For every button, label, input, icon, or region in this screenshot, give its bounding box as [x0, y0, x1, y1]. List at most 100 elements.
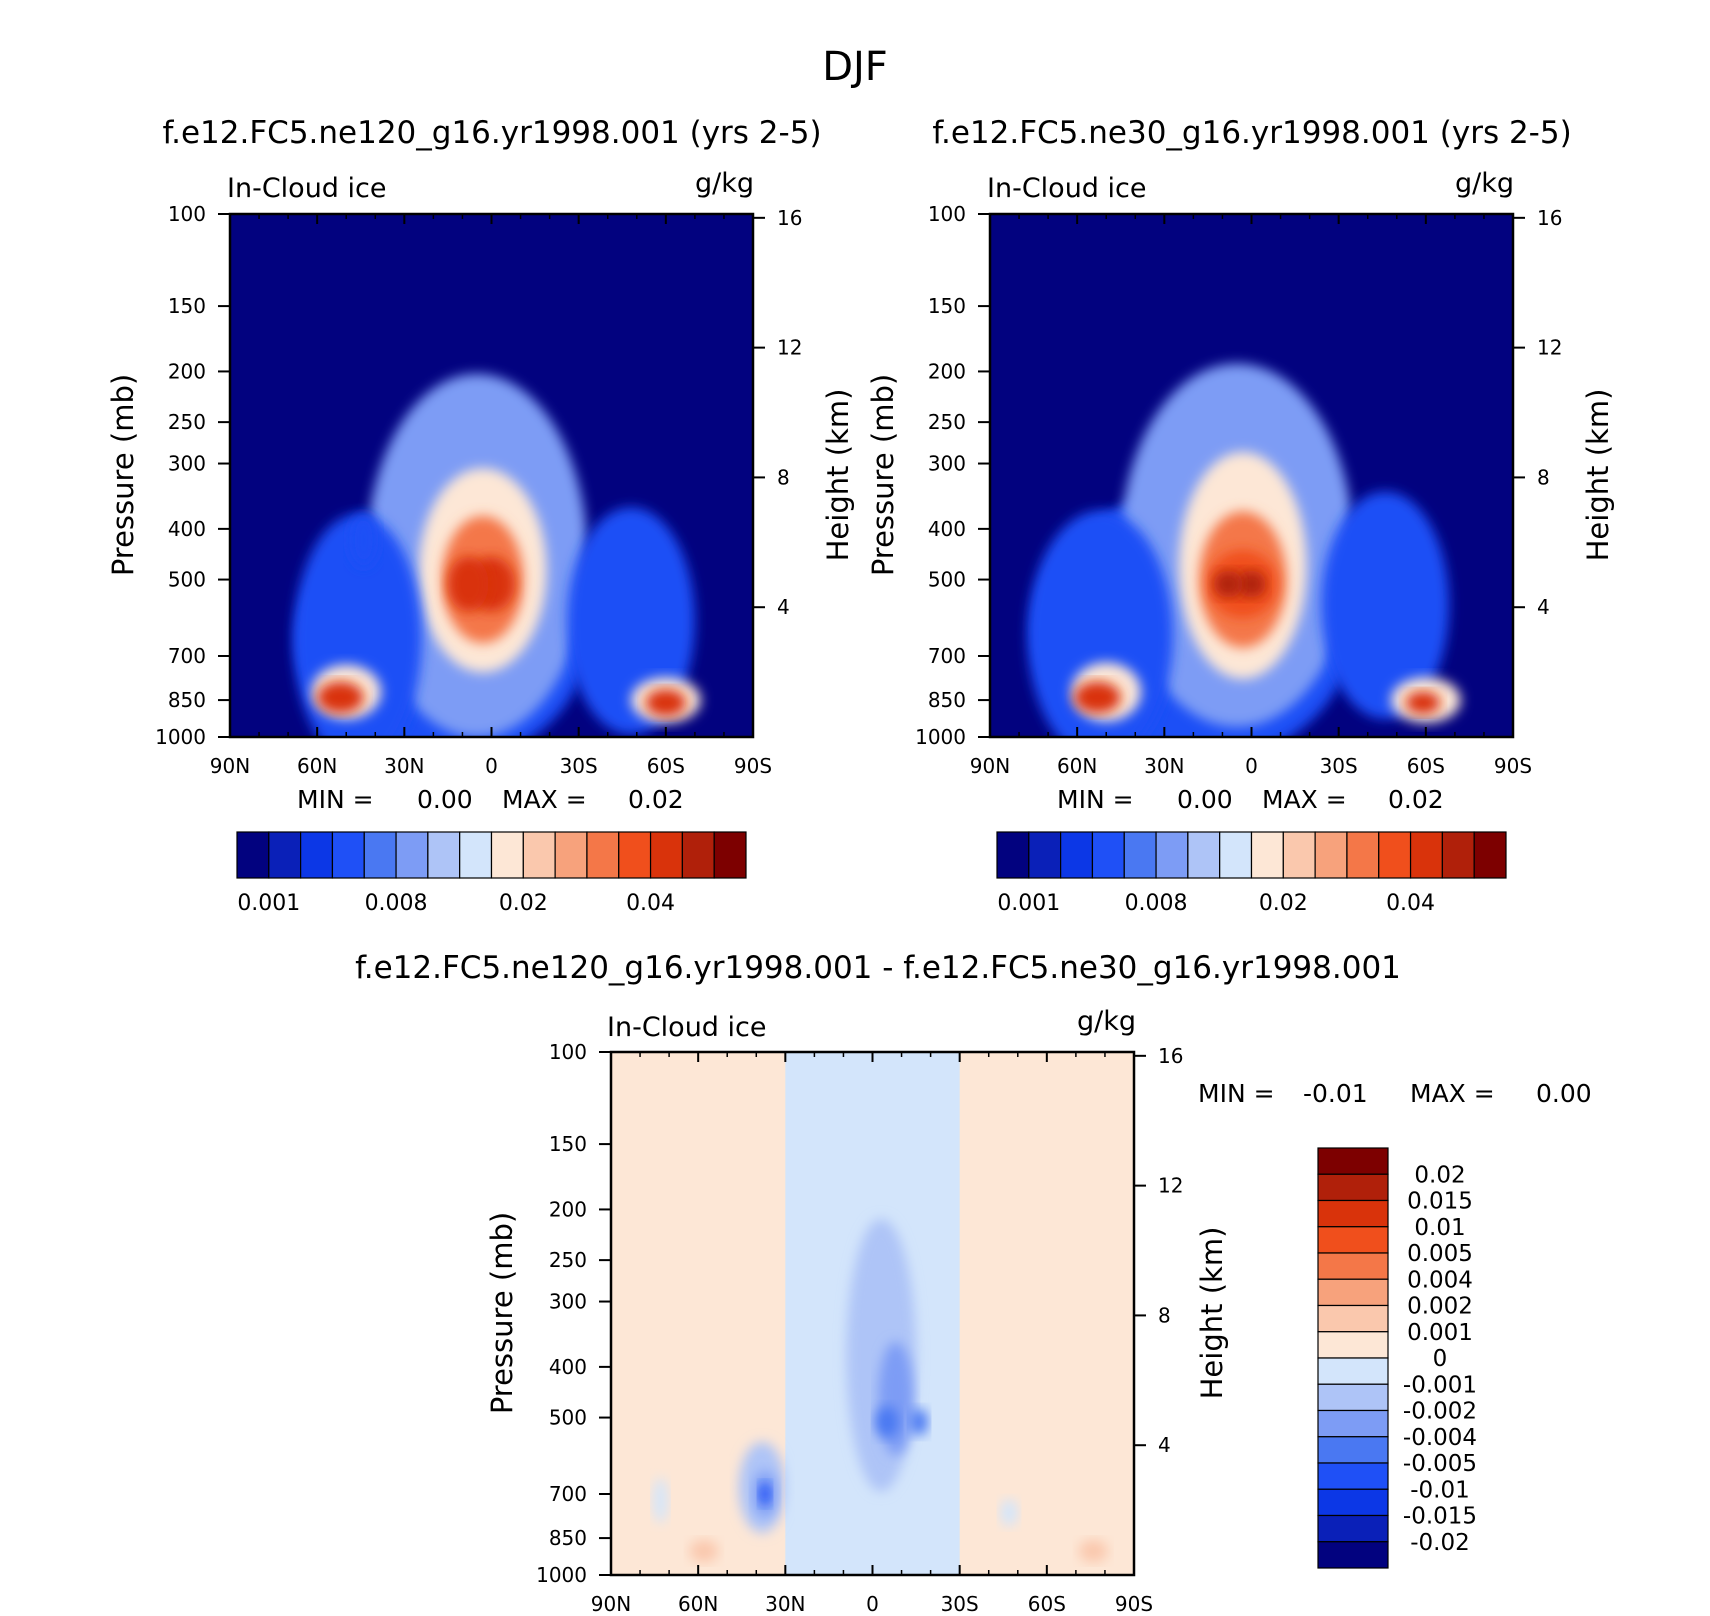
colorbar-swatch — [1317, 1252, 1389, 1280]
colorbar-label: 0.001 — [237, 891, 300, 916]
colorbar-label: 0.005 — [1407, 1241, 1473, 1267]
min-value: 0.00 — [417, 785, 473, 814]
max-label: MAX = — [1262, 785, 1347, 814]
x-tick-label: 90N — [591, 1592, 631, 1616]
y-tick-label: 400 — [928, 517, 966, 541]
x-tick-label: 30N — [765, 1592, 805, 1616]
y-tick-label: 1000 — [155, 725, 206, 749]
colorbar-label: 0.04 — [1386, 891, 1435, 916]
colorbar-label: -0.004 — [1403, 1425, 1477, 1451]
x-axis: 90N 60N 30N 0 30S 60S 90S — [591, 1052, 1153, 1616]
y-tick-label: 200 — [928, 359, 966, 383]
colorbar-swatch — [554, 831, 588, 879]
contour-blob-12 — [1405, 691, 1441, 715]
colorbar-label: 0.04 — [626, 891, 675, 916]
x-tick-label: 60N — [297, 754, 337, 778]
right-tick-label: 16 — [1537, 206, 1562, 230]
colorbar-swatch — [1317, 1147, 1389, 1175]
y-axis: 100 150 200 250 300 400 500 700 850 1000 — [155, 202, 230, 749]
colorbar-swatch — [618, 831, 652, 879]
colorbar-swatch — [1409, 831, 1443, 879]
x-tick-label: 90S — [1494, 754, 1532, 778]
y-tick-label: 150 — [928, 294, 966, 318]
y-tick-label: 300 — [928, 452, 966, 476]
right-tick-label: 4 — [1537, 595, 1550, 619]
colorbar-swatch — [331, 831, 365, 879]
panel-title: f.e12.FC5.ne120_g16.yr1998.001 (yrs 2-5) — [162, 115, 821, 151]
variable-label: In-Cloud ice — [987, 173, 1146, 204]
colorbar-label: -0.001 — [1403, 1372, 1477, 1398]
colorbar-swatch — [1314, 831, 1348, 879]
colorbar-swatch — [1317, 1173, 1389, 1202]
y-axis: 100 150 200 250 300 400 500 700 850 1000 — [915, 202, 990, 749]
y-tick-label: 200 — [168, 359, 206, 383]
colorbar-swatch — [1441, 831, 1475, 879]
colorbar-label: -0.015 — [1403, 1504, 1477, 1530]
colorbar-swatch — [490, 831, 524, 879]
units-label: g/kg — [1455, 168, 1514, 199]
colorbar-swatch — [1317, 1357, 1389, 1385]
colorbar-swatch — [427, 831, 461, 879]
contour-blob-11 — [802, 1278, 815, 1325]
contour-fills — [1027, 363, 1461, 737]
right-axis-title: Height (km) — [1581, 389, 1615, 562]
y-tick-label: 700 — [549, 1482, 587, 1506]
right-tick-label: 12 — [1537, 336, 1562, 360]
y-axis-title: Pressure (mb) — [485, 1212, 519, 1414]
y-tick-label: 250 — [928, 410, 966, 434]
x-tick-label: 90S — [734, 754, 772, 778]
colorbar-label: 0 — [1433, 1346, 1448, 1372]
colorbar-label: -0.02 — [1410, 1530, 1470, 1556]
x-tick-label: 0 — [485, 754, 498, 778]
right-tick-label: 4 — [1158, 1433, 1171, 1457]
contour-fills — [653, 1218, 1108, 1563]
right-axis: 16 12 8 4 — [753, 206, 802, 619]
colorbar-label: 0.008 — [365, 891, 428, 916]
colorbar-swatch — [1317, 1409, 1389, 1438]
x-tick-label: 90N — [970, 754, 1010, 778]
panel-difference: f.e12.FC5.ne120_g16.yr1998.001 - f.e12.F… — [355, 950, 1592, 1616]
colorbar-swatch — [1317, 1226, 1389, 1254]
max-value: 0.02 — [1388, 785, 1444, 814]
panel-top-left: f.e12.FC5.ne120_g16.yr1998.001 (yrs 2-5)… — [106, 115, 855, 916]
units-label: g/kg — [1077, 1006, 1136, 1037]
colorbar-swatch — [1282, 831, 1316, 879]
y-tick-label: 300 — [168, 452, 206, 476]
y-tick-label: 400 — [168, 517, 206, 541]
colorbar-swatch — [522, 831, 556, 879]
colorbar-swatch — [1378, 831, 1412, 879]
contour-blob-8 — [689, 1539, 719, 1563]
x-tick-label: 0 — [1245, 754, 1258, 778]
x-axis: 90N 60N 30N 0 30S 60S 90S — [210, 214, 772, 778]
colorbar-swatch — [1317, 1199, 1389, 1228]
contour-blob-12 — [645, 689, 687, 717]
contour-blob-1 — [878, 1341, 914, 1456]
y-tick-label: 1000 — [915, 725, 966, 749]
y-tick-label: 100 — [168, 202, 206, 226]
y-tick-label: 500 — [928, 568, 966, 592]
colorbar-swatch — [586, 831, 620, 879]
colorbar-swatch — [996, 831, 1030, 879]
panel-top-right: f.e12.FC5.ne30_g16.yr1998.001 (yrs 2-5) … — [866, 115, 1615, 916]
colorbar-swatch — [681, 831, 715, 879]
min-label: MIN = — [1057, 785, 1134, 814]
y-tick-label: 850 — [168, 688, 206, 712]
y-tick-label: 500 — [168, 568, 206, 592]
max-label: MAX = — [502, 785, 587, 814]
colorbar-swatch — [1250, 831, 1284, 879]
x-tick-label: 90S — [1115, 1592, 1153, 1616]
y-tick-label: 1000 — [536, 1563, 587, 1587]
colorbar-label: 0.001 — [1407, 1320, 1473, 1346]
x-tick-label: 60N — [678, 1592, 718, 1616]
colorbar-swatch — [1317, 1436, 1389, 1464]
min-value: -0.01 — [1303, 1079, 1368, 1108]
contour-blob-7 — [653, 1477, 668, 1524]
colorbar-label: -0.002 — [1403, 1399, 1477, 1425]
y-tick-label: 700 — [928, 644, 966, 668]
colorbar-swatch — [300, 831, 334, 879]
colorbar-label: 0.02 — [499, 891, 548, 916]
right-tick-label: 8 — [1537, 465, 1550, 489]
y-tick-label: 250 — [549, 1248, 587, 1272]
x-tick-label: 60S — [647, 754, 685, 778]
x-tick-label: 30N — [384, 754, 424, 778]
